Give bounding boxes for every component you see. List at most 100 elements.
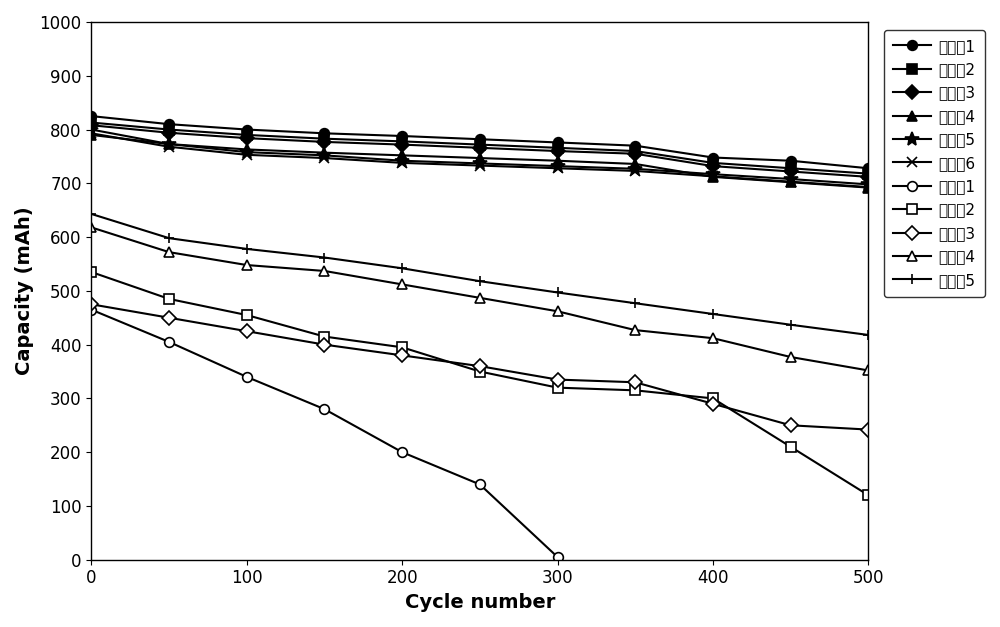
对比例2 xyxy=(785,443,797,451)
对比例4 xyxy=(474,294,486,302)
实施例2 xyxy=(552,144,564,152)
Line: 对比例3: 对比例3 xyxy=(87,300,873,435)
实施例4 xyxy=(862,184,874,191)
实施例5 xyxy=(707,171,719,178)
对比例1 xyxy=(474,481,486,488)
实施例1 xyxy=(629,142,641,149)
实施例2 xyxy=(85,119,97,126)
实施例5 xyxy=(629,165,641,172)
实施例4 xyxy=(318,149,330,156)
Y-axis label: Capacity (mAh): Capacity (mAh) xyxy=(15,206,34,375)
对比例4 xyxy=(163,248,175,256)
实施例6 xyxy=(629,167,641,175)
实施例2 xyxy=(474,141,486,149)
对比例4 xyxy=(862,367,874,374)
实施例4 xyxy=(707,173,719,181)
实施例1 xyxy=(396,132,408,140)
Line: 实施例2: 实施例2 xyxy=(87,118,873,179)
对比例3 xyxy=(629,379,641,386)
实施例3 xyxy=(785,168,797,176)
对比例2 xyxy=(707,394,719,402)
实施例4 xyxy=(552,157,564,164)
实施例2 xyxy=(629,147,641,155)
对比例4 xyxy=(552,307,564,315)
对比例3 xyxy=(163,314,175,322)
实施例2 xyxy=(707,159,719,167)
实施例4 xyxy=(474,154,486,162)
实施例2 xyxy=(241,131,253,139)
实施例1 xyxy=(163,120,175,128)
对比例5 xyxy=(474,277,486,285)
对比例3 xyxy=(474,362,486,370)
对比例3 xyxy=(862,426,874,433)
对比例4 xyxy=(318,267,330,275)
Line: 实施例4: 实施例4 xyxy=(87,130,873,192)
对比例1 xyxy=(163,338,175,345)
对比例1 xyxy=(396,448,408,456)
实施例3 xyxy=(552,147,564,155)
实施例1 xyxy=(85,112,97,120)
Line: 实施例1: 实施例1 xyxy=(87,111,873,173)
实施例4 xyxy=(85,131,97,139)
实施例1 xyxy=(474,135,486,143)
实施例5 xyxy=(241,149,253,156)
对比例3 xyxy=(318,341,330,349)
实施例4 xyxy=(785,179,797,186)
对比例3 xyxy=(707,400,719,408)
实施例3 xyxy=(163,129,175,137)
对比例1 xyxy=(552,553,564,561)
对比例4 xyxy=(241,261,253,269)
对比例5 xyxy=(862,331,874,339)
实施例4 xyxy=(396,152,408,159)
对比例5 xyxy=(163,234,175,242)
对比例3 xyxy=(241,327,253,335)
实施例3 xyxy=(862,173,874,181)
实施例3 xyxy=(318,138,330,145)
对比例5 xyxy=(318,254,330,261)
对比例3 xyxy=(85,300,97,308)
实施例6 xyxy=(862,183,874,191)
实施例2 xyxy=(862,170,874,177)
实施例5 xyxy=(85,126,97,134)
实施例3 xyxy=(85,122,97,129)
实施例6 xyxy=(707,172,719,180)
对比例2 xyxy=(85,268,97,276)
实施例4 xyxy=(163,140,175,148)
实施例1 xyxy=(318,130,330,137)
对比例3 xyxy=(396,352,408,359)
Line: 对比例2: 对比例2 xyxy=(87,267,873,500)
实施例2 xyxy=(163,126,175,134)
对比例5 xyxy=(241,245,253,253)
实施例6 xyxy=(474,162,486,169)
实施例5 xyxy=(396,157,408,164)
对比例5 xyxy=(629,300,641,307)
实施例1 xyxy=(862,164,874,172)
实施例2 xyxy=(318,135,330,142)
对比例2 xyxy=(163,295,175,303)
实施例5 xyxy=(785,176,797,183)
实施例3 xyxy=(474,144,486,152)
对比例4 xyxy=(707,334,719,342)
对比例4 xyxy=(785,353,797,361)
实施例6 xyxy=(85,130,97,137)
Legend: 实施例1, 实施例2, 实施例3, 实施例4, 实施例5, 实施例6, 对比例1, 对比例2, 对比例3, 对比例4, 对比例5: 实施例1, 实施例2, 实施例3, 实施例4, 实施例5, 实施例6, 对比例1… xyxy=(884,29,985,297)
对比例5 xyxy=(396,265,408,272)
对比例5 xyxy=(85,210,97,218)
Line: 实施例6: 实施例6 xyxy=(87,129,873,192)
对比例1 xyxy=(85,306,97,314)
实施例1 xyxy=(707,154,719,161)
实施例6 xyxy=(163,143,175,150)
实施例4 xyxy=(241,145,253,153)
对比例2 xyxy=(862,492,874,499)
对比例2 xyxy=(474,368,486,376)
实施例3 xyxy=(396,141,408,149)
对比例4 xyxy=(629,326,641,334)
实施例5 xyxy=(318,152,330,159)
Line: 实施例3: 实施例3 xyxy=(87,120,873,182)
实施例1 xyxy=(552,139,564,146)
实施例3 xyxy=(707,162,719,170)
Line: 对比例5: 对比例5 xyxy=(87,209,873,340)
实施例6 xyxy=(785,178,797,186)
对比例3 xyxy=(552,376,564,383)
对比例5 xyxy=(785,321,797,329)
